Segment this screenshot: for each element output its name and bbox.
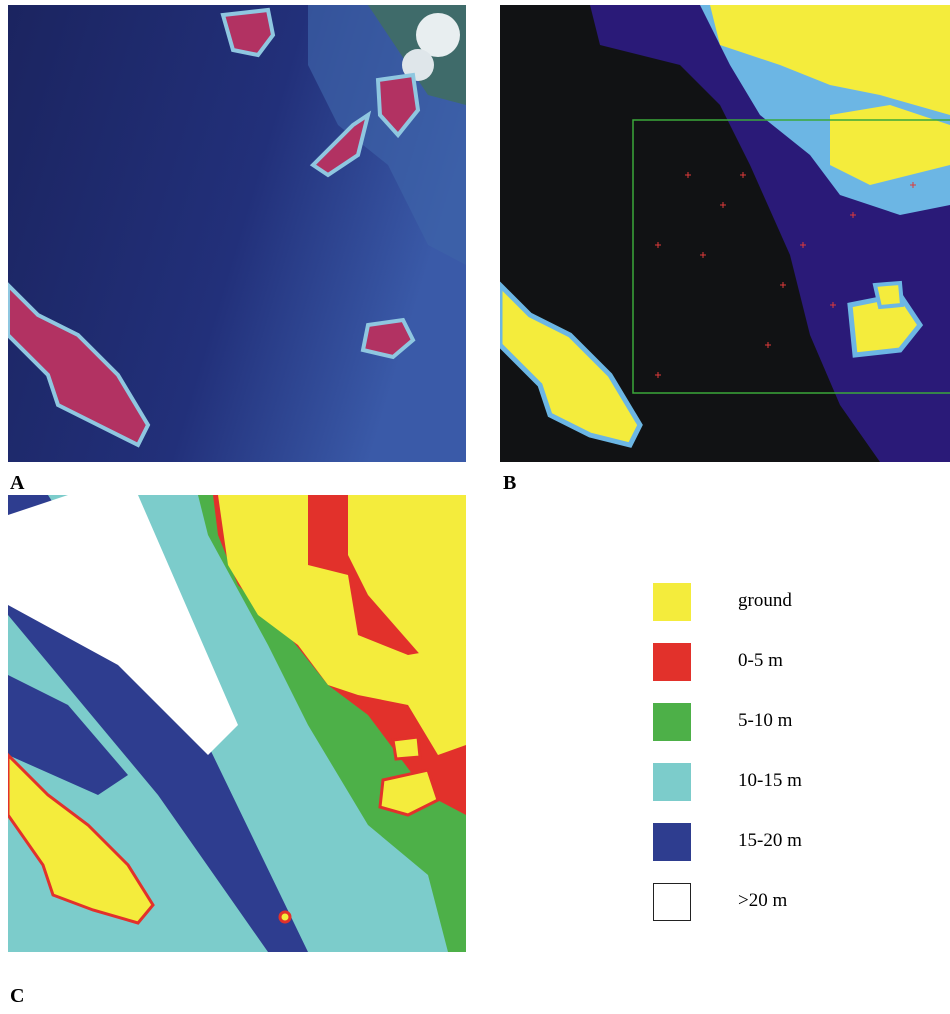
legend-label: 15-20 m <box>738 830 802 852</box>
classified-map <box>500 5 950 462</box>
legend-label: 0-5 m <box>738 650 783 672</box>
legend-swatch <box>653 763 691 801</box>
legend-swatch <box>653 823 691 861</box>
legend-swatch <box>653 883 691 921</box>
legend-label: 10-15 m <box>738 770 802 792</box>
panel-label: A <box>10 472 24 495</box>
legend-swatch <box>653 703 691 741</box>
depth-map <box>8 495 466 952</box>
legend-label: 5-10 m <box>738 710 792 732</box>
legend-swatch <box>653 643 691 681</box>
panel-label: C <box>10 985 24 1008</box>
panel-label: B <box>503 472 516 495</box>
satellite-image <box>8 5 466 462</box>
legend-label: >20 m <box>738 890 787 912</box>
legend-swatch <box>653 583 691 621</box>
figure: A B C ground 0-5 m 5-10 m 10-15 m 15-20 m >20… <box>0 0 950 1014</box>
legend-label: ground <box>738 590 792 612</box>
